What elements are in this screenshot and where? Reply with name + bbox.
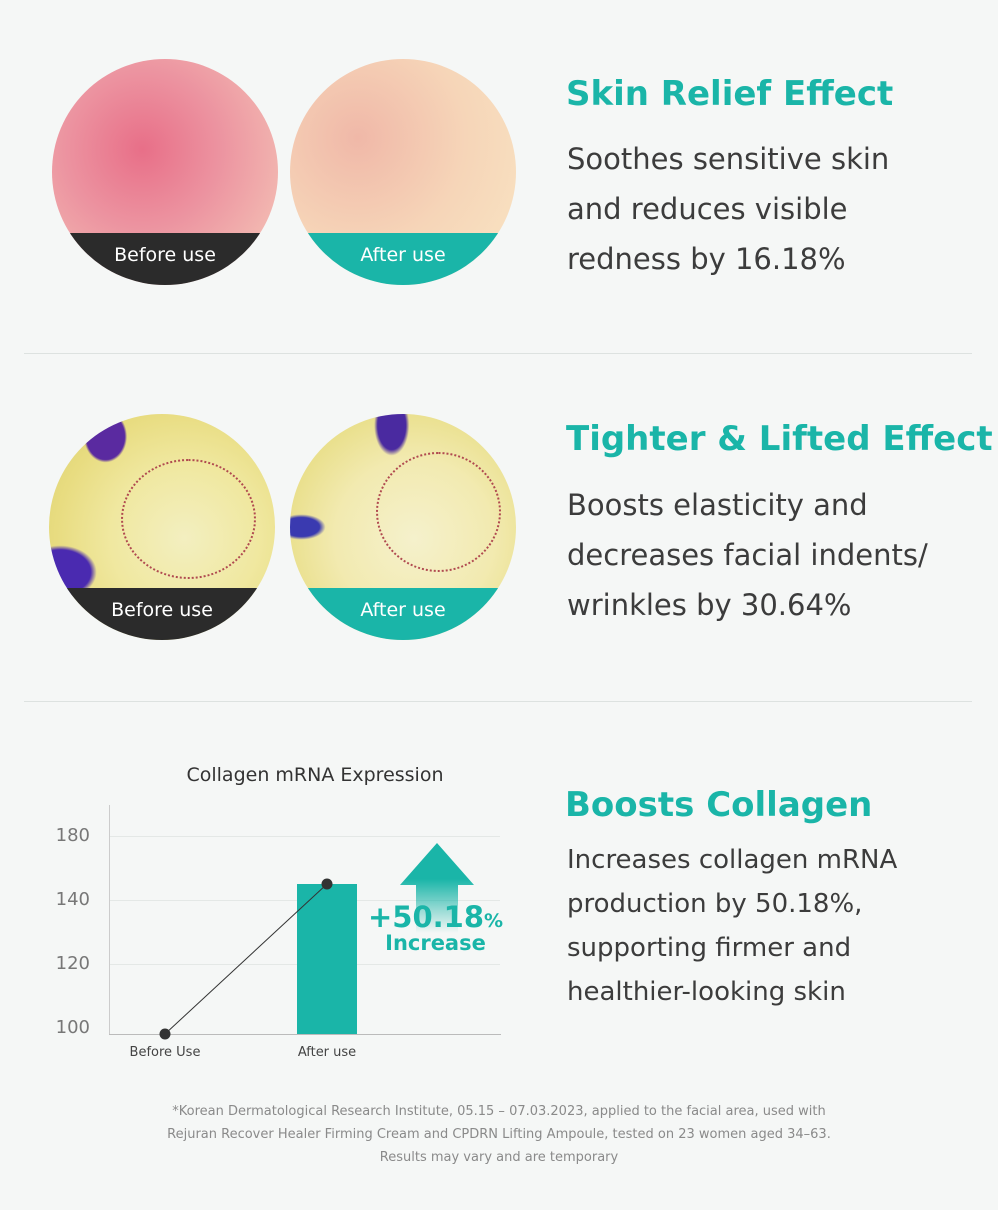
increase-label: Increase [385,931,486,955]
chart-title: Collagen mRNA Expression [186,764,444,786]
trend-line-segment [164,883,328,1035]
after-wrinkle-image: After use [290,414,516,640]
data-point [159,1028,171,1040]
footnote-line: Rejuran Recover Healer Firming Cream and… [167,1127,831,1142]
footnote-line: Results may vary and are temporary [379,1150,619,1165]
y-tick-label: 100 [55,1017,90,1038]
section-title: Tighter & Lifted Effect [566,419,993,459]
increase-value: +50.18 [368,900,485,934]
x-tick-label: After use [297,1045,357,1060]
y-axis [109,805,110,1035]
after-label: After use [290,588,516,640]
section-body: Increases collagen mRNA production by 50… [567,845,898,1007]
after-redness-image: After use [290,59,516,285]
y-tick-label: 140 [55,889,90,910]
y-tick-label: 120 [55,953,90,974]
bar-after-use [297,884,357,1034]
section-body: Boosts elasticity and decreases facial i… [567,488,928,622]
before-label: Before use [49,588,275,640]
data-point [321,878,333,890]
increase-annotation: +50.18% Increase [368,900,504,955]
after-label: After use [290,233,516,285]
before-wrinkle-image: Before use [49,414,275,640]
before-label: Before use [52,233,278,285]
section-title: Skin Relief Effect [566,74,894,114]
section-body: Soothes sensitive skin and reduces visib… [567,142,890,276]
before-redness-image: Before use [52,59,278,285]
up-arrow-icon [400,843,474,933]
section-title: Boosts Collagen [565,785,873,825]
footnote-line: *Korean Dermatological Research Institut… [172,1104,826,1119]
y-tick-label: 180 [55,825,90,846]
divider [24,353,972,354]
divider [24,701,972,702]
gridline [110,836,500,837]
x-tick-label: Before Use [129,1045,201,1060]
increase-unit: % [484,910,504,932]
x-axis [109,1034,501,1035]
